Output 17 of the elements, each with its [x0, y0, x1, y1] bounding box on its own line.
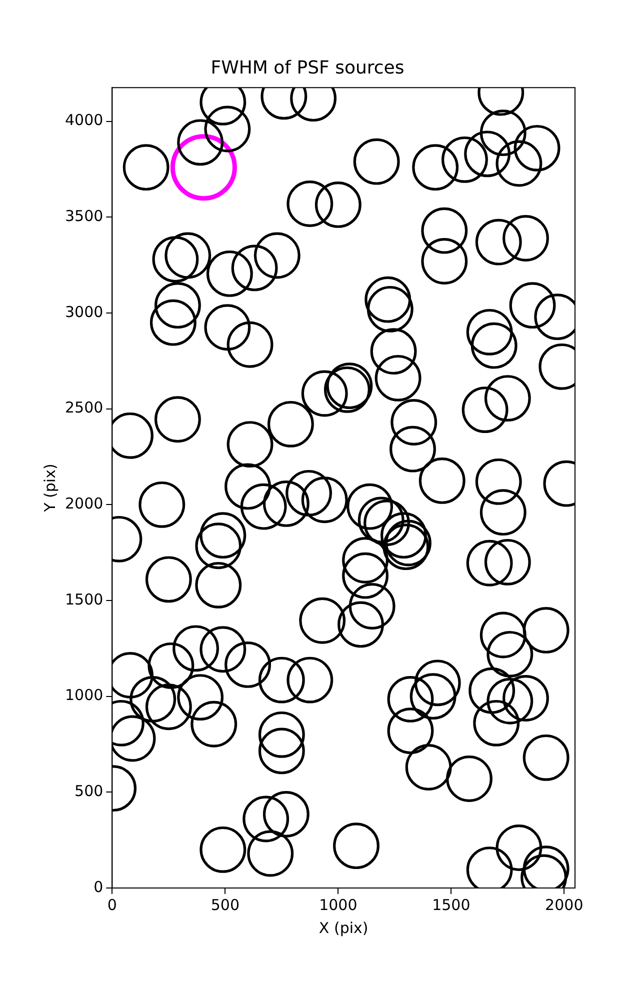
y-tick-label: 3000 [64, 302, 104, 321]
y-tick-label: 500 [74, 782, 104, 800]
x-tick-label: 0 [107, 896, 117, 914]
y-tick-label: 1500 [64, 590, 104, 608]
y-tick-label: 2500 [64, 398, 104, 417]
y-tick-label: 1000 [64, 686, 104, 704]
x-tick-label: 500 [210, 896, 240, 914]
x-tick-label: 1000 [319, 896, 358, 914]
x-axis-title: X (pix) [318, 918, 368, 937]
x-tick-label: 2000 [545, 896, 584, 914]
y-tick-label: 0 [94, 878, 104, 896]
y-axis-title: Y (pix) [40, 464, 59, 513]
x-tick-label: 1500 [432, 896, 470, 914]
y-tick-label: 2000 [64, 494, 104, 513]
y-tick-label: 4000 [64, 111, 104, 130]
y-tick-label: 3500 [64, 207, 104, 226]
chart-title: FWHM of PSF sources [210, 57, 404, 78]
